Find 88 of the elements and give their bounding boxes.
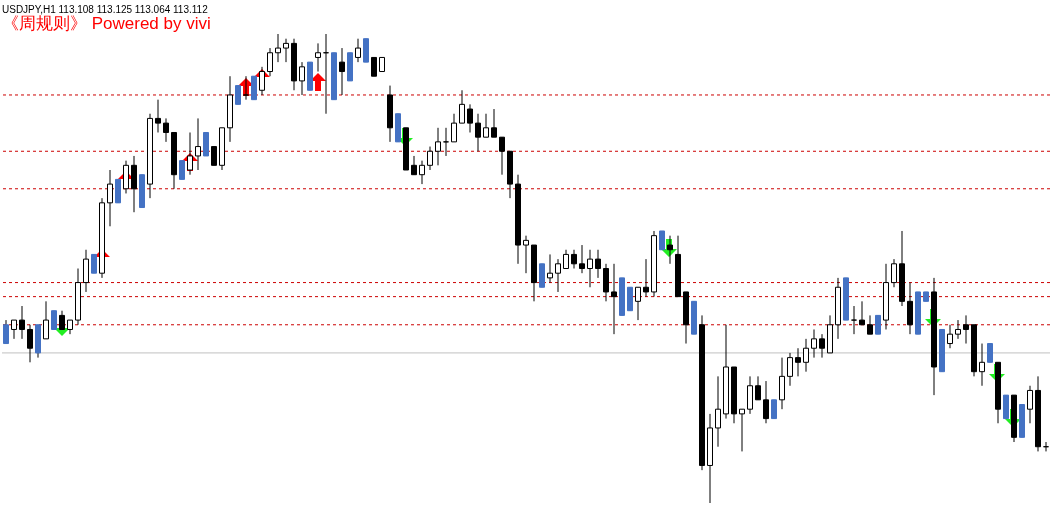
- candlestick: [539, 263, 545, 288]
- candlestick: [275, 33, 281, 63]
- candlestick: [611, 263, 617, 335]
- candlestick: [947, 324, 953, 349]
- candlestick: [627, 286, 633, 312]
- candlestick: [747, 375, 753, 415]
- candlestick: [123, 160, 129, 194]
- candlestick: [155, 99, 161, 133]
- candlestick: [579, 244, 585, 274]
- candlestick: [91, 253, 97, 274]
- candlestick: [563, 249, 569, 269]
- candlestick: [819, 333, 825, 359]
- candlestick: [51, 310, 57, 330]
- candlestick: [963, 314, 969, 345]
- candlestick: [203, 131, 209, 157]
- candlestick: [603, 263, 609, 302]
- candlestick: [363, 38, 369, 63]
- candlestick: [43, 300, 49, 340]
- candlestick: [523, 235, 529, 274]
- candlestick: [83, 249, 89, 293]
- candlestick: [739, 408, 745, 452]
- candlestick: [187, 131, 193, 176]
- candlestick: [355, 38, 361, 63]
- candlestick: [595, 249, 601, 279]
- candlestick: [771, 399, 777, 420]
- candlestick: [195, 117, 201, 171]
- candlestick: [547, 253, 553, 284]
- candlestick: [211, 146, 217, 166]
- candlestick: [955, 319, 961, 340]
- candlestick: [667, 235, 673, 265]
- candlestick: [499, 136, 505, 176]
- candlestick: [979, 343, 985, 387]
- candlestick: [339, 47, 345, 96]
- candlestick: [891, 258, 897, 288]
- candlestick: [59, 310, 65, 330]
- candlestick: [875, 314, 881, 335]
- candlestick: [907, 282, 913, 335]
- candlestick: [107, 169, 113, 227]
- candlestick: [795, 347, 801, 377]
- candlestick: [115, 178, 121, 204]
- candlestick: [3, 319, 9, 345]
- candlestick: [987, 343, 993, 363]
- candlestick: [803, 338, 809, 373]
- candlestick: [315, 42, 321, 73]
- candlestick: [779, 357, 785, 410]
- candlestick: [419, 160, 425, 185]
- candlestick: [11, 319, 17, 340]
- candlestick: [411, 155, 417, 176]
- candlestick: [1027, 385, 1033, 424]
- candlestick: [787, 352, 793, 387]
- candlestick: [715, 375, 721, 448]
- candlestick: [27, 324, 33, 363]
- candlestick: [427, 146, 433, 171]
- candlestick: [371, 56, 377, 77]
- candlestick: [235, 85, 241, 105]
- candlestick: [475, 113, 481, 152]
- candlestick: [571, 249, 577, 269]
- chart-title: USDJPY,H1 113.108 113.125 113.064 113.112: [2, 3, 209, 15]
- candlestick: [587, 249, 593, 288]
- candlestick: [251, 75, 257, 101]
- candlestick: [19, 305, 25, 340]
- candlestick: [811, 328, 817, 359]
- candlestick: [755, 375, 761, 401]
- candlestick: [451, 113, 457, 143]
- candlestick: [467, 103, 473, 133]
- candlestick: [283, 38, 289, 63]
- candlestick: [859, 300, 865, 326]
- candlestick: [659, 230, 665, 251]
- candlestick: [435, 127, 441, 166]
- candlestick: [483, 113, 489, 138]
- candlestick: [259, 66, 265, 96]
- candlestick: [243, 75, 249, 101]
- candlestick: [179, 160, 185, 180]
- candlestick: [643, 258, 649, 298]
- candlestick: [443, 127, 449, 157]
- candlestick: [867, 314, 873, 335]
- candlestick: [459, 89, 465, 124]
- candlestick: [491, 108, 497, 138]
- chart-subtitle: 《周规则》 Powered by vivi: [2, 13, 211, 33]
- candlestick: [635, 286, 641, 321]
- candlestick: [555, 258, 561, 293]
- candlestick: [763, 380, 769, 424]
- candlestick: [299, 61, 305, 96]
- candlestick: [131, 155, 137, 213]
- candlestick: [1003, 394, 1009, 420]
- candlestick: [267, 47, 273, 77]
- candlestick: [163, 117, 169, 143]
- candlestick: [851, 305, 857, 335]
